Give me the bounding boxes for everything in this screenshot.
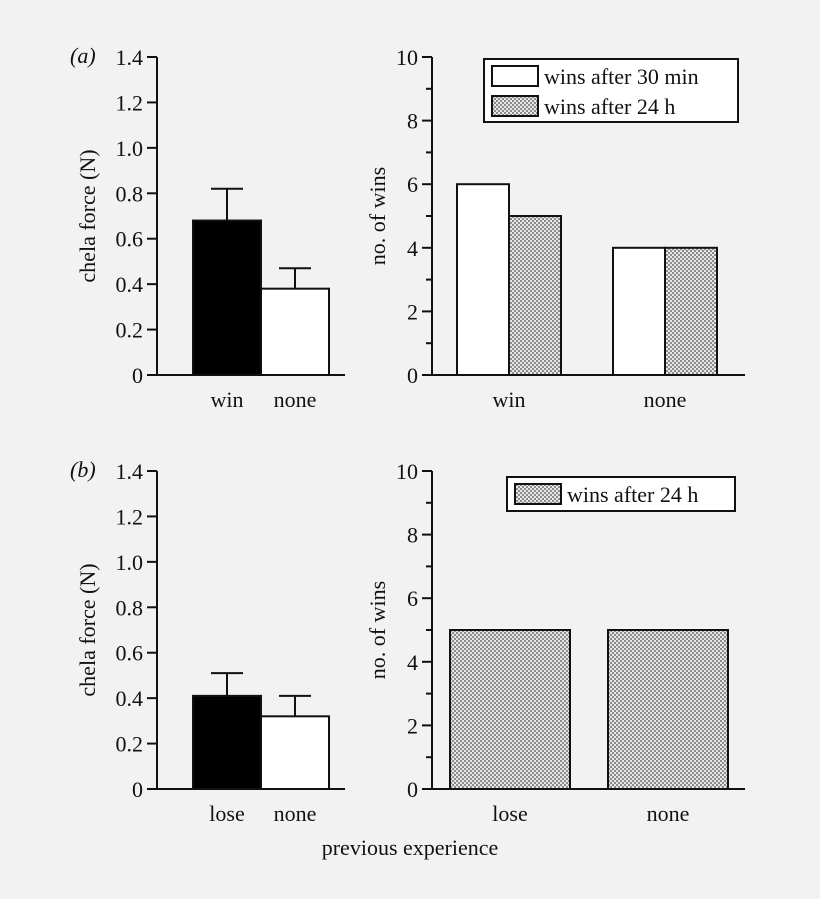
category-label: none xyxy=(647,801,690,826)
y-axis-title: chela force (N) xyxy=(75,149,100,282)
chart-panel-b-force: 0 0.2 0.4 0.6 0.8 1.0 1.2 1.4 chela force (N) (b)… xyxy=(70,457,345,826)
category-label: none xyxy=(274,387,317,412)
y-tick-label: 6 xyxy=(407,586,418,611)
bar-none-series-0 xyxy=(612,246,666,376)
y-tick-label: 1.2 xyxy=(116,90,144,115)
y-tick-label: 1.0 xyxy=(116,550,144,575)
y-axis-title: chela force (N) xyxy=(75,563,100,696)
legend-swatch xyxy=(514,483,562,505)
y-tick-label: 6 xyxy=(407,172,418,197)
y-tick-label: 0.8 xyxy=(116,181,144,206)
bar-lose xyxy=(192,694,262,790)
y-tick-label: 0.2 xyxy=(116,732,144,757)
category-label: lose xyxy=(492,801,527,826)
y-tick-label: 0 xyxy=(132,363,143,388)
y-tick-label: 10 xyxy=(396,45,418,70)
x-axis-title: previous experience xyxy=(322,835,499,860)
legend-swatch xyxy=(491,95,539,117)
legend-entry: wins after 24 h xyxy=(544,94,675,119)
y-tick-label: 4 xyxy=(407,236,418,261)
bar-win xyxy=(192,219,262,376)
bar-none-series-0 xyxy=(607,629,729,790)
y-tick-label: 0.6 xyxy=(116,227,144,252)
y-tick-label: 0.4 xyxy=(116,686,144,711)
y-axis-title: no. of wins xyxy=(365,167,390,265)
category-label: win xyxy=(493,387,526,412)
y-tick-label: 0 xyxy=(407,363,418,388)
category-label: none xyxy=(644,387,687,412)
category-label: win xyxy=(211,387,244,412)
y-tick-label: 8 xyxy=(407,109,418,134)
y-tick-label: 0.6 xyxy=(116,641,144,666)
legend-entry: wins after 30 min xyxy=(544,64,699,89)
category-label: lose xyxy=(209,801,244,826)
legend-entry: wins after 24 h xyxy=(567,482,698,507)
legend: wins after 24 h xyxy=(506,476,736,512)
y-tick-label: 2 xyxy=(407,713,418,738)
y-tick-label: 0.2 xyxy=(116,318,144,343)
panel-label: (a) xyxy=(70,43,96,68)
y-axis-title: no. of wins xyxy=(365,581,390,679)
category-label: none xyxy=(274,801,317,826)
legend-swatch xyxy=(491,65,539,87)
bar-win-series-1 xyxy=(508,215,562,376)
bar-none xyxy=(260,715,330,790)
y-tick-label: 0.8 xyxy=(116,595,144,620)
panel-label: (b) xyxy=(70,457,96,482)
y-tick-label: 8 xyxy=(407,523,418,548)
chart-panel-a-wins: 0 2 4 6 8 10 no. of wins win none wins after 30 m… xyxy=(365,45,745,412)
y-tick-label: 1.4 xyxy=(116,459,144,484)
bar-none-series-1 xyxy=(664,246,718,376)
chart-panel-b-wins: 0 2 4 6 8 10 no. of wins lose none wins after 24 … xyxy=(365,459,745,826)
legend: wins after 30 min wins after 24 h xyxy=(483,58,739,123)
y-tick-label: 10 xyxy=(396,459,418,484)
y-tick-label: 4 xyxy=(407,650,418,675)
y-tick-label: 1.0 xyxy=(116,136,144,161)
y-tick-label: 2 xyxy=(407,299,418,324)
y-tick-label: 0 xyxy=(132,777,143,802)
y-tick-label: 0 xyxy=(407,777,418,802)
bar-none xyxy=(260,287,330,376)
bar-win-series-0 xyxy=(456,183,510,376)
chart-panel-a-force: 0 0.2 0.4 0.6 0.8 1.0 1.2 1.4 chela force (N) (a)… xyxy=(70,43,345,412)
y-tick-label: 1.4 xyxy=(116,45,144,70)
y-tick-label: 1.2 xyxy=(116,504,144,529)
y-tick-label: 0.4 xyxy=(116,272,144,297)
bar-lose-series-0 xyxy=(449,629,571,790)
